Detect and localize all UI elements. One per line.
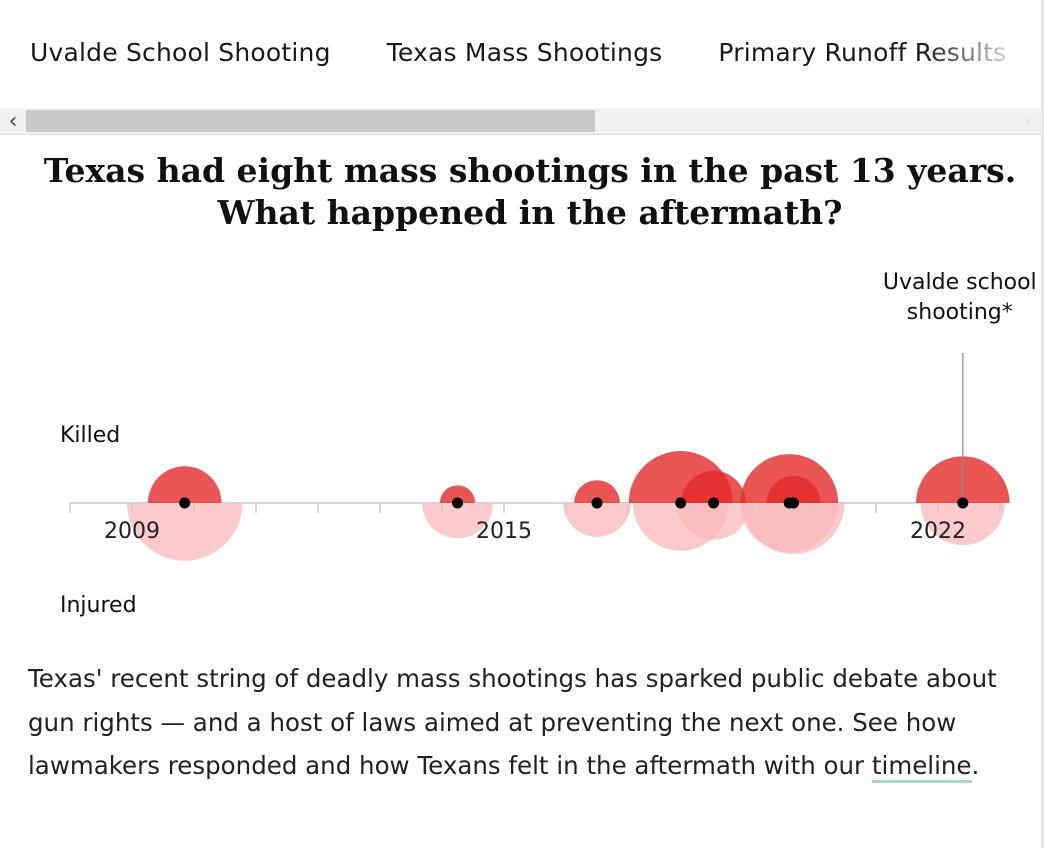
chevron-right-icon[interactable]: › bbox=[1024, 110, 1032, 132]
shootings-bubble-chart: Killed Injured Uvalde school shooting* 2… bbox=[60, 270, 1037, 618]
killed-bubble bbox=[147, 466, 222, 503]
annotation-text-line-2: shooting* bbox=[907, 300, 1013, 325]
intro-paragraph: Texas' recent string of deadly mass shoo… bbox=[28, 657, 1018, 788]
annotation-text-line-1: Uvalde school bbox=[883, 270, 1037, 295]
injured-label: Injured bbox=[60, 593, 137, 618]
top-nav-items: Uvalde School Shooting Texas Mass Shooti… bbox=[30, 38, 1006, 67]
timeline-link[interactable]: timeline bbox=[871, 751, 972, 783]
intro-end: . bbox=[971, 751, 980, 780]
event-dots bbox=[179, 497, 969, 509]
event-dot bbox=[591, 497, 603, 509]
nav-item-uvalde[interactable]: Uvalde School Shooting bbox=[30, 38, 331, 67]
injured-bubble bbox=[127, 503, 243, 561]
top-nav: Uvalde School Shooting Texas Mass Shooti… bbox=[0, 0, 1044, 108]
title-line-2: What happened in the aftermath? bbox=[217, 193, 843, 232]
killed-bubble bbox=[681, 470, 746, 503]
title-line-1: Texas had eight mass shootings in the pa… bbox=[43, 151, 1017, 190]
event-dot bbox=[957, 497, 969, 509]
nav-item-texas-mass-shootings[interactable]: Texas Mass Shootings bbox=[386, 38, 663, 67]
intro-text: Texas' recent string of deadly mass shoo… bbox=[28, 664, 997, 780]
killed-label: Killed bbox=[60, 423, 120, 448]
event-dot bbox=[675, 497, 687, 509]
chevron-left-icon[interactable]: ‹ bbox=[8, 108, 18, 134]
event-dot bbox=[788, 497, 800, 509]
event-dot bbox=[708, 497, 720, 509]
injured-bubble bbox=[676, 503, 751, 540]
injured-bubble bbox=[563, 503, 631, 537]
injured-bubble bbox=[422, 503, 493, 539]
nav-scrollbar[interactable]: ‹ › bbox=[0, 108, 1044, 135]
killed-bubbles bbox=[147, 450, 1010, 503]
killed-bubble bbox=[574, 480, 620, 503]
injured-bubble bbox=[920, 503, 1005, 546]
page-title: Texas had eight mass shootings in the pa… bbox=[40, 150, 1020, 234]
scrollbar-thumb[interactable] bbox=[26, 110, 595, 132]
tick-label: 2022 bbox=[910, 519, 966, 544]
killed-bubble bbox=[766, 476, 821, 503]
killed-bubble bbox=[439, 485, 476, 503]
nav-fade bbox=[924, 0, 1044, 108]
tick-label: 2015 bbox=[476, 519, 532, 544]
tick-labels: 2009 2015 2022 bbox=[104, 519, 966, 544]
event-dot bbox=[452, 497, 463, 509]
axis-ticks bbox=[69, 503, 1001, 513]
page-edge bbox=[1041, 0, 1044, 848]
event-dot bbox=[179, 497, 191, 509]
injured-bubbles bbox=[127, 503, 1005, 561]
injured-bubble bbox=[742, 503, 845, 554]
tick-label: 2009 bbox=[104, 519, 160, 544]
